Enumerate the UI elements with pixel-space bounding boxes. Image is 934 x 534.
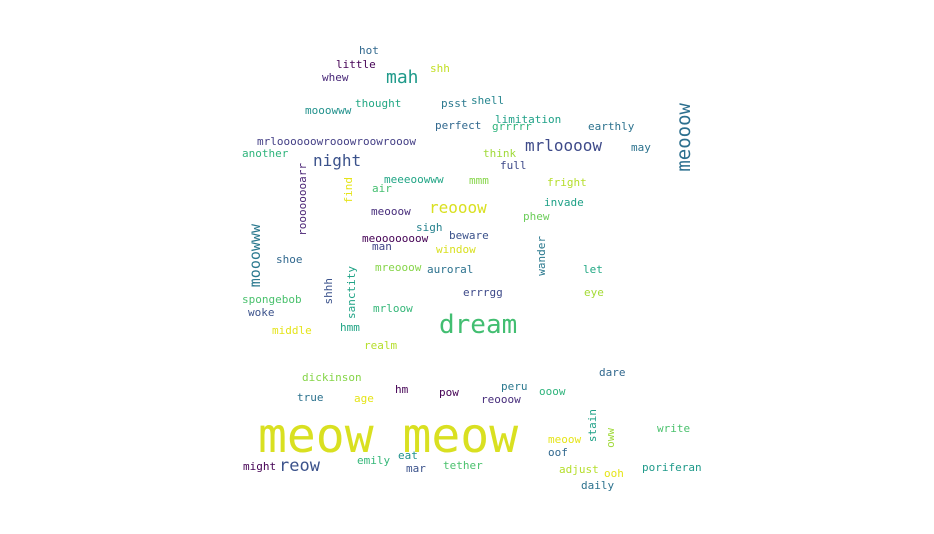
word-53: hmm [340, 321, 360, 334]
word-17: limitation [495, 113, 562, 126]
word-67: meoow [548, 433, 582, 446]
word-71: tether [443, 459, 483, 472]
word-44: let [583, 263, 603, 276]
word-14: thought [355, 97, 402, 110]
word-49: spongebob [242, 293, 302, 306]
word-6: reooow [429, 198, 487, 217]
word-36: beware [449, 229, 489, 242]
word-39: window [436, 243, 476, 256]
word-28: air [372, 182, 392, 195]
word-29: meeeoowww [384, 173, 444, 186]
word-23: think [483, 147, 517, 160]
word-58: peru [501, 380, 528, 393]
word-47: errrgg [463, 286, 503, 299]
word-54: realm [364, 339, 398, 352]
word-43: auroral [427, 263, 474, 276]
word-24: may [631, 141, 651, 154]
word-41: shoe [276, 253, 303, 266]
word-72: might [243, 460, 277, 473]
word-32: invade [544, 196, 584, 209]
word-59: true [297, 391, 324, 404]
word-2: mah [386, 67, 419, 88]
word-4: night [313, 151, 362, 170]
word-42: mreooow [375, 261, 422, 274]
word-51: mrloow [373, 302, 413, 315]
word-33: meooow [371, 205, 411, 218]
word-27: find [342, 177, 355, 204]
word-18: perfect [435, 119, 482, 132]
word-31: fright [547, 176, 587, 189]
word-0: meow meow [258, 408, 519, 464]
word-50: woke [248, 306, 275, 319]
word-20: earthly [588, 120, 635, 133]
word-11: shh [430, 62, 450, 75]
word-57: hm [395, 383, 409, 396]
word-1: dream [439, 310, 518, 340]
word-35: sigh [416, 221, 443, 234]
word-64: stain [586, 409, 599, 443]
word-22: another [242, 147, 289, 160]
word-34: phew [523, 210, 550, 223]
word-25: full [500, 159, 527, 172]
word-19: grrrrr [492, 120, 532, 133]
word-12: whew [322, 71, 349, 84]
word-75: ooh [604, 467, 624, 480]
word-62: reooow [481, 393, 521, 406]
word-38: man [372, 240, 392, 253]
word-37: meooooooow [362, 232, 429, 245]
word-76: poriferan [642, 461, 702, 474]
word-13: mooowww [305, 104, 352, 117]
word-56: dickinson [302, 371, 362, 384]
word-77: daily [581, 479, 615, 492]
word-66: write [657, 422, 691, 435]
word-40: wander [535, 236, 548, 276]
word-7: reow [279, 456, 320, 476]
word-10: little [336, 58, 376, 71]
word-60: age [354, 392, 374, 405]
word-74: adjust [559, 463, 599, 476]
word-21: mrloooooowrooowroowrooow [257, 135, 416, 148]
word-70: eat [398, 449, 418, 462]
word-16: shell [471, 94, 505, 107]
word-68: oof [548, 446, 568, 459]
word-61: pow [439, 386, 459, 399]
word-26: roooooooarr [296, 163, 309, 236]
word-52: middle [272, 324, 312, 337]
word-46: shhh [322, 278, 335, 305]
word-69: emily [357, 454, 391, 467]
word-15: psst [441, 97, 468, 110]
word-63: ooow [539, 385, 566, 398]
word-5: mrloooow [525, 136, 603, 155]
word-8: mooowww [246, 224, 264, 288]
word-45: sanctity [345, 266, 358, 319]
word-30: mmm [469, 174, 489, 187]
word-3: meooow [673, 103, 695, 172]
word-65: oww [604, 428, 617, 448]
word-9: hot [359, 44, 379, 57]
word-73: mar [406, 462, 426, 475]
word-48: eye [584, 286, 604, 299]
word-55: dare [599, 366, 626, 379]
